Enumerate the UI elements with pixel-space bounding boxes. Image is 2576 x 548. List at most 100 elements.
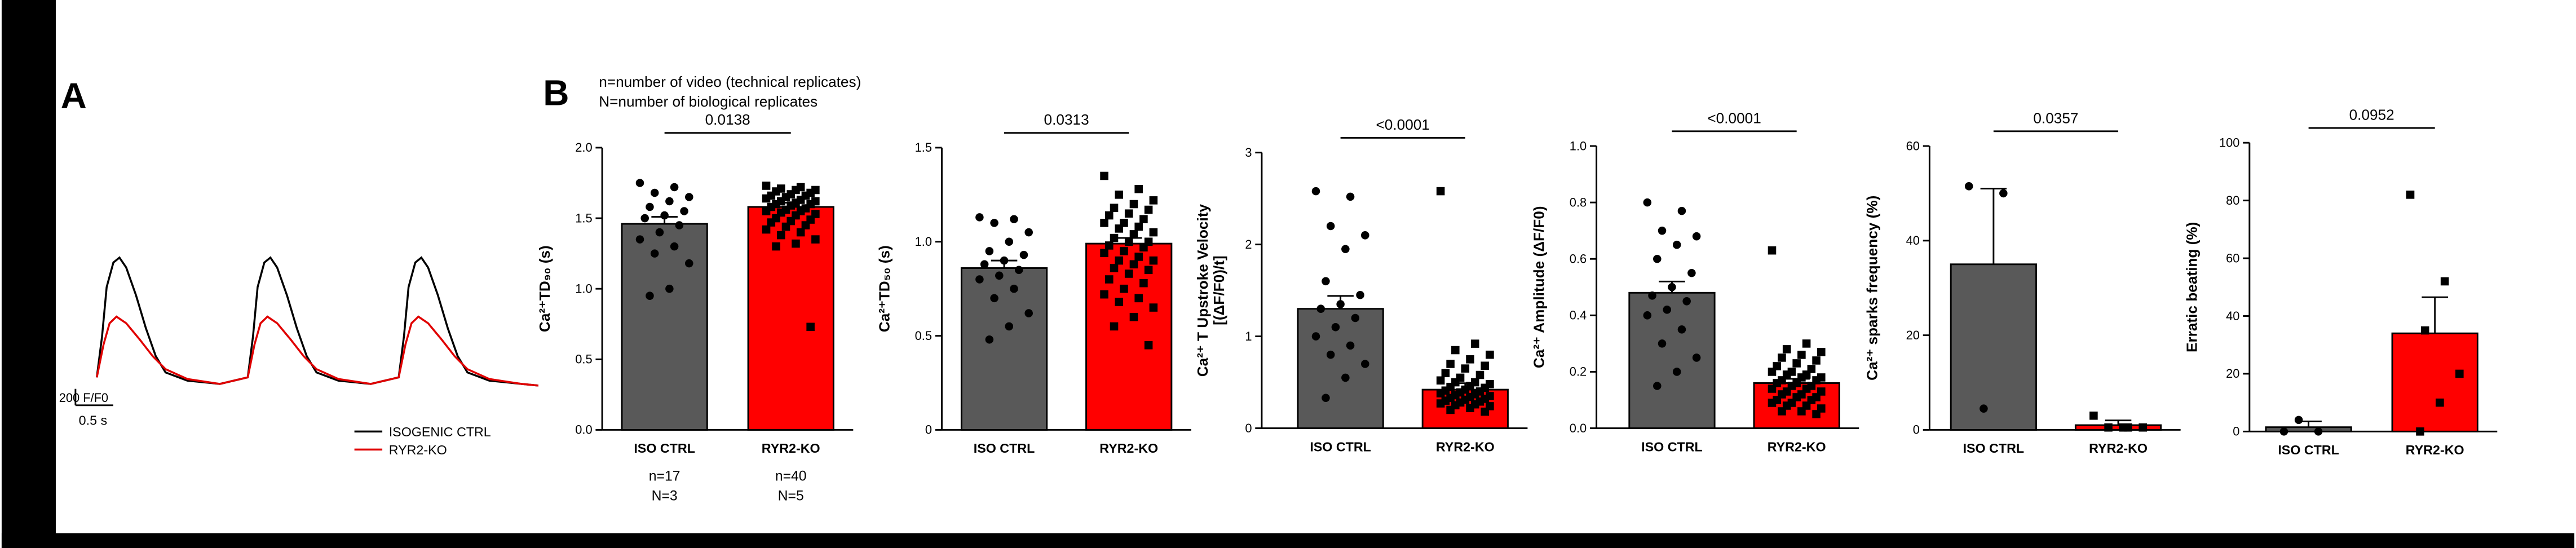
y-tick-label: 0.5 xyxy=(915,329,932,343)
trace-line xyxy=(95,315,539,387)
data-point xyxy=(2104,423,2113,432)
data-point xyxy=(1019,250,1028,259)
significance-label: 0.0952 xyxy=(2349,106,2394,123)
data-point xyxy=(1134,253,1143,261)
data-point xyxy=(1778,353,1786,362)
y-tick-label: 1.0 xyxy=(1570,139,1587,153)
left-border xyxy=(1,0,56,548)
y-tick-label: 0.2 xyxy=(1570,365,1587,379)
data-point xyxy=(1466,355,1474,364)
data-point xyxy=(1110,322,1119,331)
data-point xyxy=(975,213,984,222)
data-point xyxy=(1000,256,1009,265)
data-point xyxy=(1129,260,1138,269)
bottom-border xyxy=(1,533,2575,548)
data-point xyxy=(1129,230,1138,238)
bar xyxy=(2265,426,2352,432)
note: n=number of video (technical replicates) xyxy=(599,73,861,90)
data-point xyxy=(1677,206,1686,215)
data-point xyxy=(1980,404,1988,413)
data-point xyxy=(1124,209,1133,218)
data-point xyxy=(1100,171,1108,180)
data-point xyxy=(2294,416,2303,425)
data-point xyxy=(1149,228,1158,237)
data-point xyxy=(975,275,984,284)
data-point xyxy=(1149,196,1158,205)
data-point xyxy=(1792,359,1801,368)
bar xyxy=(1950,263,2037,431)
data-point xyxy=(1110,204,1119,212)
data-point xyxy=(1139,215,1148,223)
y-tick-label: 1.0 xyxy=(575,281,592,295)
y-tick-label: 2 xyxy=(1245,237,1252,251)
data-point xyxy=(1486,350,1494,359)
data-point xyxy=(776,231,785,240)
data-point xyxy=(1461,364,1470,373)
data-point xyxy=(1446,405,1455,414)
y-tick-label: 0.6 xyxy=(1570,252,1587,266)
data-point xyxy=(660,211,669,220)
data-point xyxy=(1139,243,1148,252)
y-axis-label: Ca²⁺ T Upstroke Velocity xyxy=(1194,204,1211,377)
x-tick-label: RYR2-KO xyxy=(2089,441,2148,456)
data-point xyxy=(1782,345,1791,353)
data-point xyxy=(1311,332,1320,341)
data-point xyxy=(1005,322,1014,331)
y-tick-label: 1 xyxy=(1245,329,1252,343)
significance-label: 0.0138 xyxy=(705,111,750,128)
y-tick-label: 1.5 xyxy=(575,211,592,225)
data-point xyxy=(635,235,644,244)
data-point xyxy=(1663,306,1672,314)
data-point xyxy=(781,222,790,231)
data-point xyxy=(2138,423,2147,432)
data-point xyxy=(985,247,994,255)
data-point xyxy=(1436,389,1445,397)
data-point xyxy=(650,188,659,197)
data-point xyxy=(670,242,679,251)
y-tick-label: 0.8 xyxy=(1570,195,1587,209)
y-axis-label: Ca²⁺ sparks frequency (%) xyxy=(1863,196,1880,381)
data-point xyxy=(1014,266,1023,275)
data-point xyxy=(1134,294,1143,303)
data-point xyxy=(1322,277,1330,286)
data-point xyxy=(1653,254,1662,263)
data-point xyxy=(1326,350,1335,359)
scale-bar-label: 200 F/F0 xyxy=(59,391,108,405)
data-point xyxy=(1687,268,1696,277)
data-point xyxy=(1768,246,1777,255)
error-bar xyxy=(1980,188,2007,264)
data-point xyxy=(646,291,654,300)
y-axis-label: Ca²⁺TD₉₀ (s) xyxy=(536,245,553,332)
data-point xyxy=(1105,241,1114,250)
data-point xyxy=(1436,187,1445,196)
data-point xyxy=(1346,341,1355,350)
data-point xyxy=(1120,247,1128,255)
bar xyxy=(2391,332,2478,432)
y-tick-label: 0.5 xyxy=(575,352,592,366)
y-axis-label: [(ΔF/F0)/t] xyxy=(1210,255,1227,325)
y-tick-label: 20 xyxy=(2226,366,2239,381)
y-axis-label: Ca²⁺TD₅₀ (s) xyxy=(876,245,892,332)
data-point xyxy=(1768,368,1777,376)
data-point xyxy=(762,182,771,190)
error-bar xyxy=(2105,419,2132,426)
data-point xyxy=(1682,297,1691,306)
y-tick-label: 40 xyxy=(1906,233,1920,248)
n-label: N=5 xyxy=(778,489,804,504)
data-point xyxy=(1346,192,1355,201)
data-point xyxy=(1802,339,1811,348)
data-point xyxy=(1120,284,1128,293)
data-point xyxy=(1658,226,1667,235)
data-point xyxy=(1311,187,1320,196)
data-point xyxy=(1341,373,1350,382)
significance-label: <0.0001 xyxy=(1707,109,1761,126)
data-point xyxy=(640,214,649,223)
data-point xyxy=(1677,325,1686,334)
data-point xyxy=(1316,304,1325,313)
y-tick-label: 0 xyxy=(925,423,932,437)
data-point xyxy=(665,197,674,206)
significance-label: <0.0001 xyxy=(1376,116,1430,133)
n-label: n=17 xyxy=(649,469,681,484)
data-point xyxy=(1144,341,1153,350)
